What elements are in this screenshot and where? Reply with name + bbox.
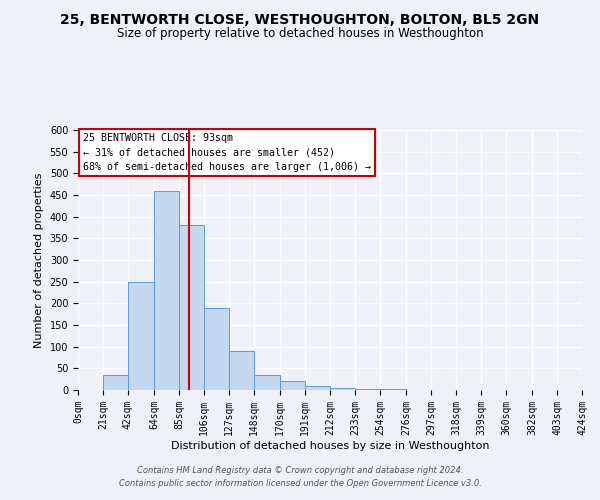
Bar bbox=[280, 382, 305, 390]
Bar bbox=[305, 386, 330, 390]
X-axis label: Distribution of detached houses by size in Westhoughton: Distribution of detached houses by size … bbox=[171, 440, 489, 450]
Bar bbox=[179, 226, 204, 390]
Bar bbox=[254, 375, 280, 390]
Text: Size of property relative to detached houses in Westhoughton: Size of property relative to detached ho… bbox=[116, 28, 484, 40]
Text: 25 BENTWORTH CLOSE: 93sqm
← 31% of detached houses are smaller (452)
68% of semi: 25 BENTWORTH CLOSE: 93sqm ← 31% of detac… bbox=[83, 132, 371, 172]
Text: Contains HM Land Registry data © Crown copyright and database right 2024.
Contai: Contains HM Land Registry data © Crown c… bbox=[119, 466, 481, 487]
Bar bbox=[154, 190, 179, 390]
Bar bbox=[229, 351, 254, 390]
Bar bbox=[330, 388, 355, 390]
Bar bbox=[204, 308, 229, 390]
Bar bbox=[128, 282, 154, 390]
Y-axis label: Number of detached properties: Number of detached properties bbox=[34, 172, 44, 348]
Bar bbox=[380, 389, 406, 390]
Bar bbox=[355, 389, 380, 390]
Text: 25, BENTWORTH CLOSE, WESTHOUGHTON, BOLTON, BL5 2GN: 25, BENTWORTH CLOSE, WESTHOUGHTON, BOLTO… bbox=[61, 12, 539, 26]
Bar bbox=[103, 375, 128, 390]
